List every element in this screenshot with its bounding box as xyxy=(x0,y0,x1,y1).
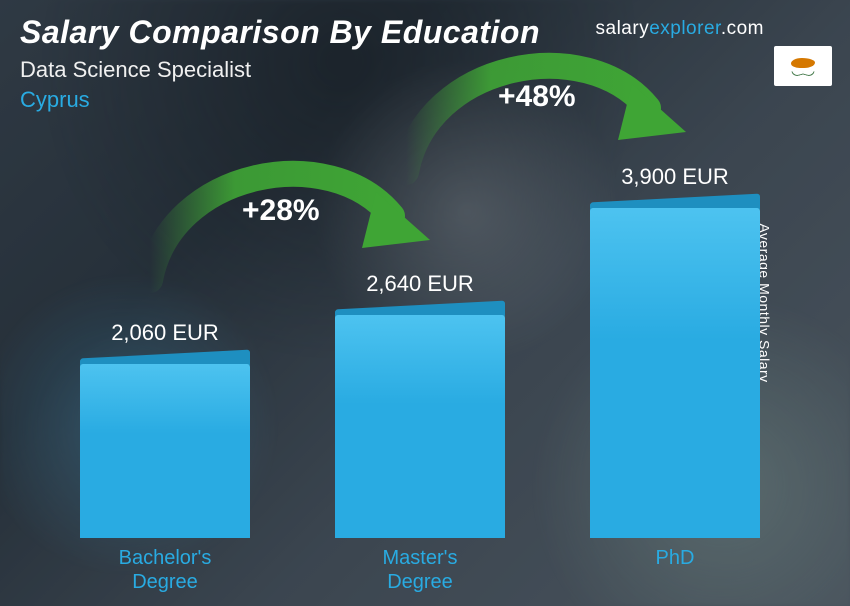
chart-canvas: Salary Comparison By Education Data Scie… xyxy=(0,0,850,606)
bar-group: 2,640 EURMaster's Degree xyxy=(335,315,505,538)
chart-country: Cyprus xyxy=(20,87,540,113)
bar-value-label: 3,900 EUR xyxy=(621,164,729,190)
bar-chart: 2,060 EURBachelor's Degree 2,640 EURMaste… xyxy=(50,138,790,538)
bar xyxy=(80,364,250,538)
bar-front-face xyxy=(335,315,505,538)
bar-category-label: Master's Degree xyxy=(383,546,458,594)
bar xyxy=(590,208,760,538)
flag-graphic xyxy=(788,58,818,74)
increment-pct-label: +48% xyxy=(498,80,576,114)
bar-value-label: 2,060 EUR xyxy=(111,320,219,346)
chart-subtitle: Data Science Specialist xyxy=(20,57,540,83)
bar-front-face xyxy=(80,364,250,538)
brand-part1: salary xyxy=(596,18,650,39)
bar xyxy=(335,315,505,538)
bar-category-label: Bachelor's Degree xyxy=(119,546,212,594)
increment-pct-label: +28% xyxy=(242,194,320,228)
bar-front-face xyxy=(590,208,760,538)
bar-group: 3,900 EURPhD xyxy=(590,208,760,538)
bar-category-label: PhD xyxy=(656,546,695,570)
country-flag xyxy=(774,46,832,86)
brand-part2: explorer xyxy=(649,18,721,39)
bar-value-label: 2,640 EUR xyxy=(366,271,474,297)
brand-watermark: salaryexplorer.com xyxy=(596,18,764,40)
brand-suffix: .com xyxy=(721,18,764,39)
chart-title: Salary Comparison By Education xyxy=(20,14,540,51)
header-block: Salary Comparison By Education Data Scie… xyxy=(20,14,540,113)
bar-group: 2,060 EURBachelor's Degree xyxy=(80,364,250,538)
